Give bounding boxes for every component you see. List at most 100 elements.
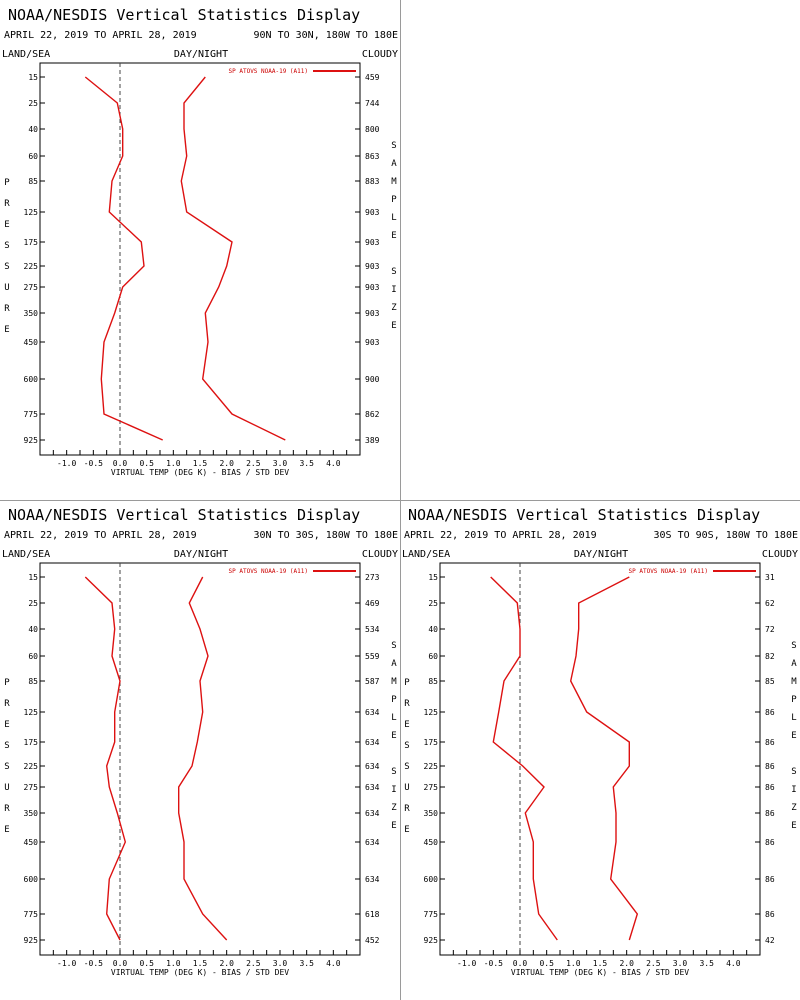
sample-size-label: 862	[365, 410, 380, 419]
sample-size-label: 903	[365, 283, 380, 292]
x-tick-label: 1.0	[166, 959, 181, 968]
x-tick-label: 3.5	[299, 959, 314, 968]
plot-frame	[439, 562, 761, 956]
y-axis-label-letter: S	[404, 762, 409, 772]
pressure-level-label: 25	[28, 99, 38, 108]
pressure-level-label: 350	[24, 309, 39, 318]
y-axis-label-letter: U	[404, 783, 409, 793]
legend-label: SP ATOVS NOAA-19 (A11)	[229, 568, 308, 575]
pressure-level-label: 775	[24, 910, 39, 919]
sample-size-label: 634	[365, 783, 380, 792]
pressure-level-label: 40	[28, 625, 38, 634]
land-sea-label: LAND/SEA	[402, 549, 450, 560]
sample-size-label: 62	[765, 599, 775, 608]
pressure-level-label: 25	[28, 599, 38, 608]
y-axis-label-letter: E	[4, 220, 9, 230]
x-tick-label: -0.5	[84, 959, 103, 968]
pressure-level-label: 125	[424, 708, 439, 717]
sample-size-axis-letter: I	[391, 785, 396, 795]
x-tick-label: -0.5	[484, 959, 503, 968]
legend-label: SP ATOVS NOAA-19 (A11)	[229, 68, 308, 75]
date-range: APRIL 22, 2019 TO APRIL 28, 2019	[4, 30, 197, 41]
sample-size-axis-letter: E	[791, 731, 796, 741]
sample-size-axis-letter: I	[391, 285, 396, 295]
sample-size-label: 86	[765, 875, 775, 884]
x-tick-label: 3.0	[273, 959, 288, 968]
vertical-stats-chart: NOAA/NESDIS Vertical Statistics Display A…	[2, 6, 398, 477]
pressure-level-label: 125	[24, 708, 39, 717]
cloudy-label: CLOUDY	[362, 49, 398, 60]
x-tick-label: 1.5	[193, 959, 208, 968]
land-sea-label: LAND/SEA	[2, 49, 50, 60]
day-night-label: DAY/NIGHT	[174, 549, 228, 560]
sample-size-axis-letter: M	[791, 677, 797, 687]
y-axis-label-letter: E	[4, 825, 9, 835]
x-tick-label: 4.0	[326, 459, 341, 468]
pressure-level-label: 225	[424, 762, 439, 771]
sample-size-axis-letter: E	[391, 821, 396, 831]
x-tick-label: -1.0	[457, 959, 476, 968]
x-tick-label: 3.0	[273, 459, 288, 468]
sample-size-axis-letter: E	[391, 731, 396, 741]
pressure-level-label: 60	[428, 652, 438, 661]
y-axis-label-letter: R	[404, 699, 410, 709]
x-tick-label: -1.0	[57, 959, 76, 968]
pressure-level-label: 450	[24, 838, 39, 847]
y-axis-label-letter: P	[4, 178, 10, 188]
sample-size-label: 86	[765, 910, 775, 919]
sample-size-label: 903	[365, 208, 380, 217]
sample-size-label: 31	[765, 573, 775, 582]
sample-size-axis-letter: L	[391, 213, 396, 223]
y-axis-label-letter: R	[4, 199, 10, 209]
sample-size-axis-letter: S	[391, 767, 396, 777]
sample-size-axis-letter: L	[791, 713, 796, 723]
sample-size-axis-letter: E	[391, 321, 396, 331]
y-axis-label-letter: E	[404, 825, 409, 835]
sample-size-label: 86	[765, 809, 775, 818]
pressure-level-label: 775	[424, 910, 439, 919]
y-axis-label-letter: S	[4, 241, 9, 251]
sample-size-label: 534	[365, 625, 380, 634]
date-range: APRIL 22, 2019 TO APRIL 28, 2019	[4, 530, 197, 541]
pressure-level-label: 275	[24, 783, 39, 792]
sample-size-label: 86	[765, 762, 775, 771]
pressure-level-label: 85	[428, 677, 438, 686]
x-tick-label: 0.0	[513, 959, 528, 968]
x-tick-label: 4.0	[326, 959, 341, 968]
x-tick-label: 4.0	[726, 959, 741, 968]
region-label: 30N TO 30S, 180W TO 180E	[254, 530, 399, 541]
pressure-level-label: 85	[28, 677, 38, 686]
land-sea-label: LAND/SEA	[2, 549, 50, 560]
sample-size-axis-letter: M	[391, 677, 397, 687]
sample-size-label: 634	[365, 809, 380, 818]
sample-size-axis-letter: Z	[791, 803, 797, 813]
pressure-level-label: 40	[428, 625, 438, 634]
pressure-level-label: 40	[28, 125, 38, 134]
sample-size-axis-letter: L	[391, 713, 396, 723]
sample-size-label: 634	[365, 708, 380, 717]
pressure-level-label: 175	[24, 238, 39, 247]
pressure-level-label: 350	[24, 809, 39, 818]
sample-size-label: 82	[765, 652, 775, 661]
y-axis-label-letter: R	[404, 804, 410, 814]
sample-size-axis-letter: P	[391, 695, 397, 705]
pressure-level-label: 600	[424, 875, 439, 884]
x-tick-label: 1.0	[566, 959, 581, 968]
panel-divider-horizontal	[0, 500, 800, 501]
date-range: APRIL 22, 2019 TO APRIL 28, 2019	[404, 530, 597, 541]
legend-label: SP ATOVS NOAA-19 (A11)	[629, 568, 708, 575]
x-tick-label: 0.5	[139, 959, 154, 968]
panel-bottom-left: NOAA/NESDIS Vertical Statistics Display A…	[0, 500, 400, 1000]
sample-size-label: 389	[365, 436, 380, 445]
sample-size-label: 587	[365, 677, 380, 686]
sample-size-label: 559	[365, 652, 380, 661]
pressure-level-label: 925	[24, 936, 39, 945]
sample-size-axis-letter: P	[391, 195, 397, 205]
sample-size-label: 459	[365, 73, 380, 82]
chart-title: NOAA/NESDIS Vertical Statistics Display	[8, 506, 360, 524]
sample-size-label: 903	[365, 262, 380, 271]
bias-series-line	[490, 576, 558, 941]
sample-size-label: 42	[765, 936, 775, 945]
bias-series-line	[84, 76, 163, 441]
pressure-level-label: 600	[24, 875, 39, 884]
